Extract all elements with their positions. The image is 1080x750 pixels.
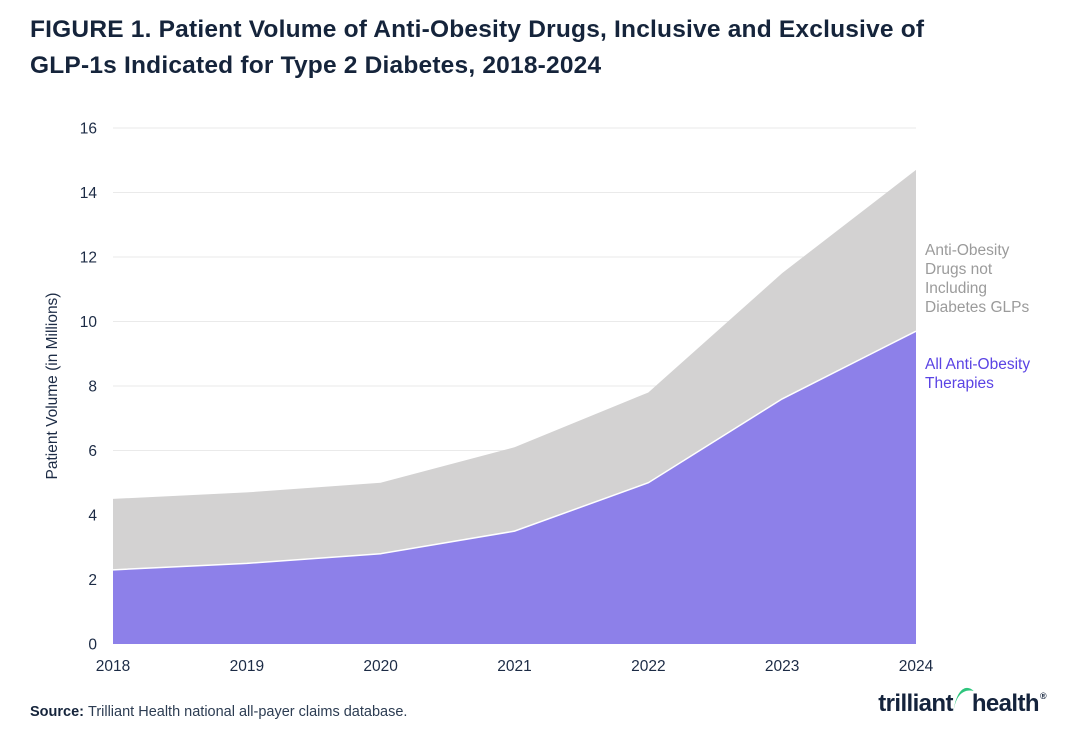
chart-area: 0 2 4 6 8 10 12 14 16 2018 2019 2020 2021 2022 2023 202…	[0, 110, 1080, 682]
y-tick-label: 14	[80, 185, 98, 202]
legend-label-gray-series: Anti-Obesity Drugs not Including Diabetes G…	[925, 241, 1055, 317]
y-tick-label: 16	[80, 121, 97, 138]
x-tick-label: 2023	[765, 658, 799, 675]
legend-gray-line: Anti-Obesity	[925, 242, 1010, 259]
patient-volume-area-chart: 0 2 4 6 8 10 12 14 16 2018 2019 2020 2021 2022 2023 202…	[44, 121, 934, 676]
source-label: Source:	[30, 704, 84, 720]
x-tick-label: 2022	[631, 658, 665, 675]
logo-text-health: health	[971, 690, 1040, 717]
legend-purple-line: Therapies	[925, 375, 994, 392]
figure-title-line1: FIGURE 1. Patient Volume of Anti-Obesity…	[30, 16, 925, 43]
x-tick-label: 2024	[899, 658, 934, 675]
x-tick-label: 2020	[363, 658, 398, 675]
y-tick-label: 8	[88, 379, 97, 396]
logo-text-trilliant: trilliant	[878, 690, 953, 717]
x-tick-label: 2019	[230, 658, 264, 675]
legend-purple-line: All Anti-Obesity	[925, 356, 1031, 373]
y-tick-label: 2	[88, 572, 97, 589]
x-tick-label: 2021	[497, 658, 531, 675]
trilliant-health-logo: trilliant health ®	[878, 687, 1047, 718]
logo-swoosh-icon	[952, 687, 974, 717]
figure-title: FIGURE 1. Patient Volume of Anti-Obesity…	[30, 12, 1050, 84]
registered-trademark-symbol: ®	[1039, 691, 1047, 701]
legend-gray-line: Drugs not	[925, 261, 993, 278]
y-tick-label: 12	[80, 250, 97, 267]
x-tick-label: 2018	[96, 658, 130, 675]
source-note: Source: Trilliant Health national all-pay…	[30, 704, 407, 720]
y-axis-title: Patient Volume (in Millions)	[44, 293, 61, 480]
y-tick-label: 0	[88, 637, 97, 654]
legend-gray-line: Including	[925, 280, 988, 297]
area-purple-all-anti-obesity-therapies	[113, 331, 916, 644]
y-tick-label: 10	[80, 314, 98, 331]
figure-title-line2: GLP-1s Indicated for Type 2 Diabetes, 20…	[30, 52, 602, 79]
y-tick-label: 6	[88, 443, 97, 460]
legend-label-purple-series: All Anti-Obesity Therapies	[925, 355, 1055, 393]
legend-gray-line: Diabetes GLPs	[925, 299, 1030, 316]
purple-area-top-edge	[112, 330, 917, 571]
source-text: Trilliant Health national all-payer clai…	[88, 704, 408, 720]
y-tick-label: 4	[88, 508, 97, 525]
